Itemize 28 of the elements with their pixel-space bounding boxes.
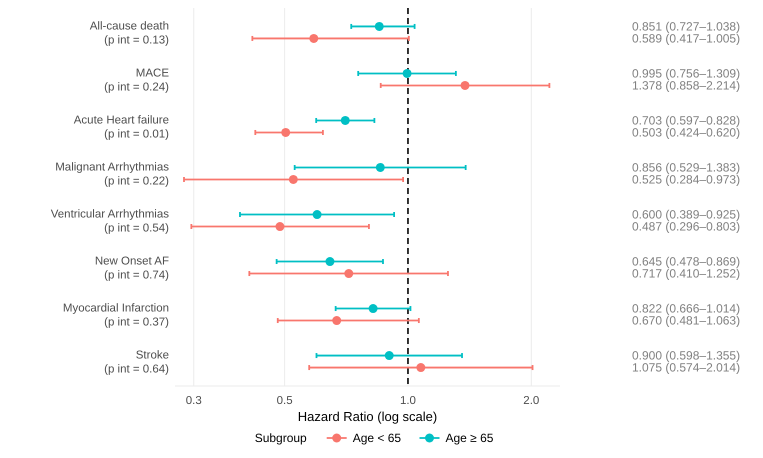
y-tick-label: Stroke (p int = 0.64) (104, 350, 170, 376)
x-axis-title: Hazard Ratio (log scale) (298, 409, 438, 424)
text: 0.717 (0.410–1.252) (632, 266, 740, 281)
y-tick-label: Myocardial Infarction (p int = 0.37) (62, 302, 170, 329)
text: 0.487 (0.296–0.803) (632, 220, 740, 234)
text: 0.822 (0.666–1.014) (632, 302, 740, 316)
text: 0.851 (0.727–1.038) (632, 19, 740, 34)
text: 0.900 (0.598–1.355) (632, 348, 740, 363)
y-tick-label: New Onset AF (p int = 0.74) (94, 256, 170, 282)
x-tick-label: 2.0 (523, 395, 540, 407)
text: 0.670 (0.481–1.063) (632, 314, 740, 328)
x-tick-label: 0.3 (186, 395, 202, 407)
text: 0.995 (0.756–1.309) (632, 66, 740, 80)
x-tick-label: 0.5 (276, 395, 293, 407)
text: 1.075 (0.574–2.014) (632, 360, 740, 375)
y-tick-label: Malignant Arrhythmias (p int = 0.22) (55, 161, 170, 188)
x-tick-label: 1.0 (400, 395, 416, 407)
text: 0.645 (0.478–0.869) (632, 254, 740, 269)
y-tick-label: All-cause death (p int = 0.13) (90, 20, 170, 46)
text: 0.703 (0.597–0.828) (632, 113, 740, 128)
text: 0.600 (0.389–0.925) (632, 208, 740, 222)
y-tick-label: Ventricular Arrhythmias (p int = 0.54) (50, 208, 170, 235)
y-tick-label: MACE (p int = 0.24) (104, 67, 170, 94)
legend-title: Subgroup (254, 431, 308, 445)
y-tick-label: Acute Heart failure (p int = 0.01) (74, 114, 170, 140)
legend-label: Age ≥ 65 (446, 431, 494, 445)
text: 0.856 (0.529–1.383) (632, 160, 740, 174)
legend-label: Age < 65 (352, 431, 402, 445)
